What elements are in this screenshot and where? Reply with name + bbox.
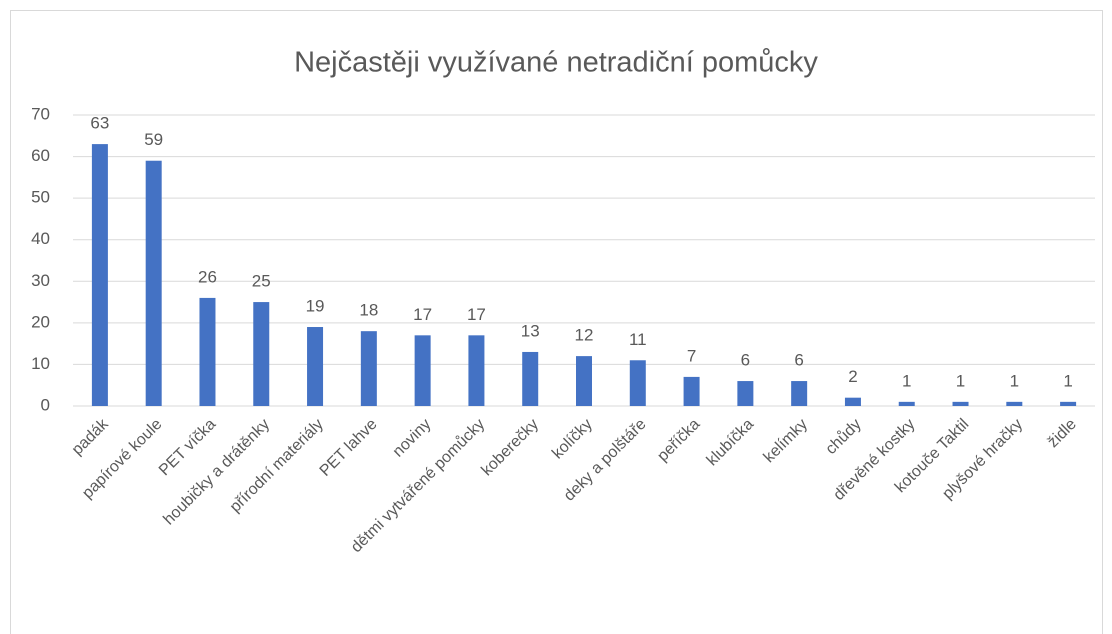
bar [737,381,754,406]
value-label: 1 [1063,371,1072,390]
y-tick-label: 50 [31,188,50,207]
value-label: 11 [629,330,647,349]
bar [1006,401,1023,406]
value-label: 63 [90,114,109,133]
value-label: 6 [794,351,803,370]
bar [360,331,377,406]
value-label: 2 [848,367,857,386]
bar [1060,401,1077,406]
y-tick-label: 40 [31,229,50,248]
bar [307,327,324,406]
value-label: 17 [467,305,486,324]
value-label: 1 [1010,371,1019,390]
value-label: 7 [687,346,696,365]
bar [91,144,108,406]
value-label: 12 [575,326,594,345]
bar [199,297,216,406]
bar [576,356,592,406]
value-label: 26 [198,267,217,286]
bar [522,351,539,406]
y-tick-label: 70 [31,104,50,123]
value-label: 59 [144,130,163,149]
value-label: 25 [252,272,271,291]
bar [683,376,700,406]
y-tick-label: 30 [31,271,50,290]
y-tick-label: 20 [31,312,50,331]
bar [791,381,808,406]
value-label: 1 [902,371,911,390]
value-label: 19 [306,296,325,315]
value-label: 1 [956,371,965,390]
value-label: 13 [521,321,540,340]
bar [629,360,646,406]
y-tick-label: 0 [41,395,50,414]
bar [253,302,270,406]
value-label: 6 [741,351,750,370]
bar [898,401,915,406]
y-tick-label: 60 [31,146,50,165]
bar [414,335,431,406]
value-label: 18 [359,301,378,320]
bar [952,401,969,406]
bar [844,397,861,406]
chart-title: Nejčastěji využívané netradiční pomůcky [294,47,818,79]
bar [145,160,162,406]
chart-border [10,10,1103,634]
y-tick-label: 10 [31,354,50,373]
bar [468,335,485,406]
value-label: 17 [413,305,432,324]
